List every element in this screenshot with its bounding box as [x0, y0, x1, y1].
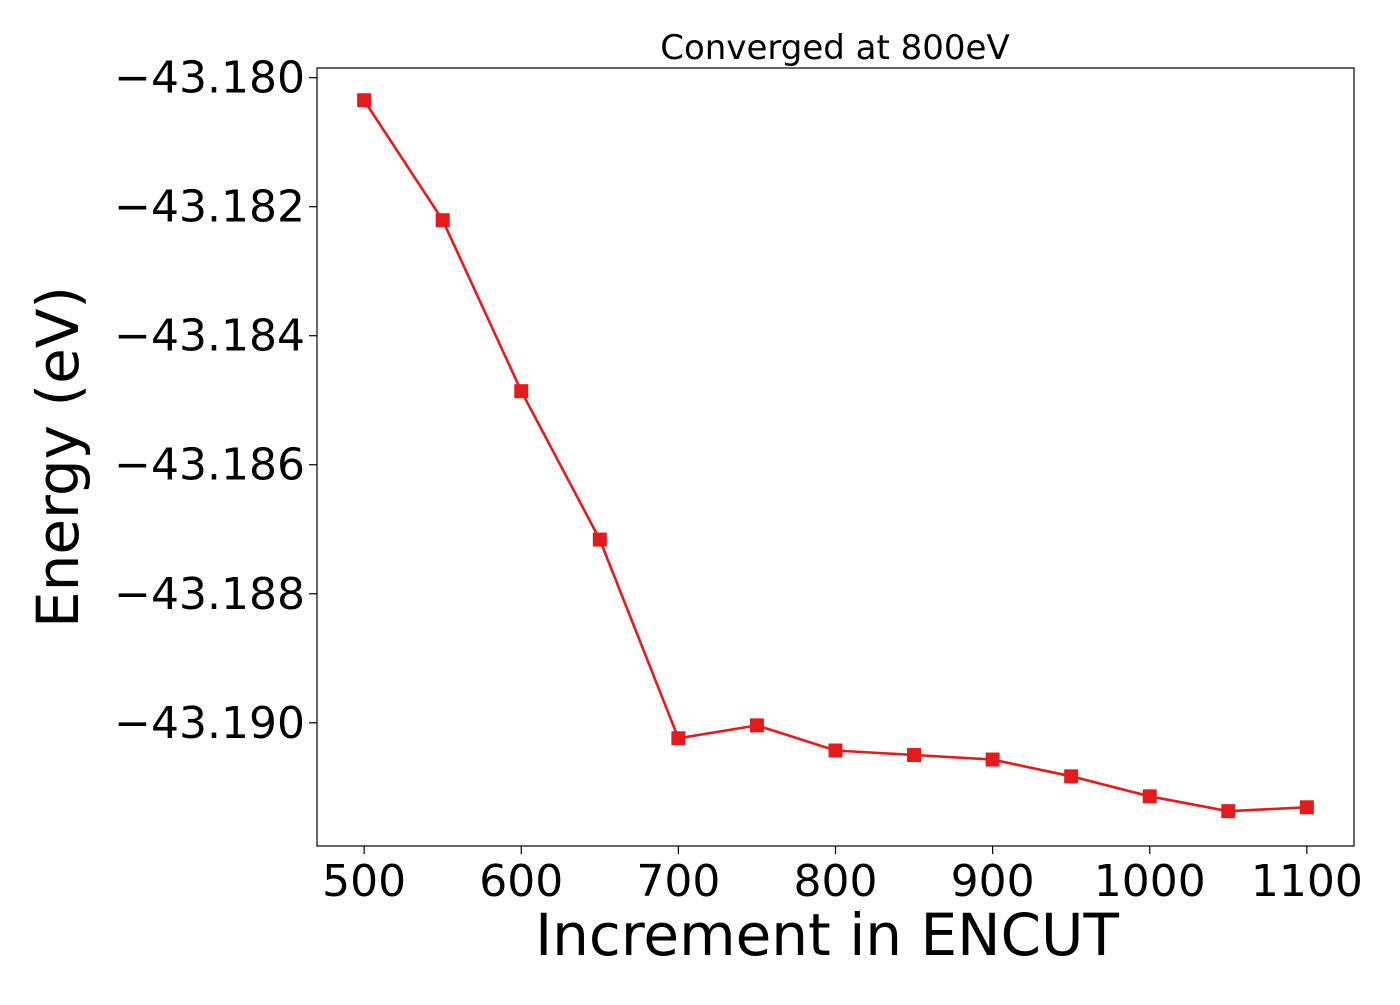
data-point-marker	[1064, 769, 1079, 784]
x-tick-label: 1100	[1251, 856, 1363, 907]
data-point-marker	[592, 532, 607, 547]
y-tick-label: −43.184	[114, 311, 305, 362]
x-tick-label: 800	[794, 856, 878, 907]
data-point-marker	[985, 752, 1000, 767]
data-point-marker	[907, 748, 922, 763]
data-point-marker	[749, 718, 764, 733]
x-tick-label: 600	[479, 856, 563, 907]
x-tick-label: 500	[322, 856, 406, 907]
data-point-marker	[514, 384, 529, 399]
data-point-marker	[1142, 789, 1157, 804]
data-point-marker	[1221, 804, 1236, 819]
data-point-marker	[435, 213, 450, 228]
y-tick-label: −43.190	[114, 698, 305, 749]
y-tick-label: −43.188	[114, 569, 305, 620]
y-tick-label: −43.180	[114, 53, 305, 104]
data-point-marker	[671, 731, 686, 746]
y-axis-label: Energy (eV)	[24, 286, 92, 628]
y-axis-ticks: −43.180 −43.182 −43.184 −43.186 −43.188 −43.1…	[114, 53, 317, 749]
y-tick-label: −43.182	[114, 182, 305, 233]
data-point-marker	[357, 93, 372, 108]
x-tick-label: 700	[636, 856, 720, 907]
data-point-marker	[1299, 800, 1314, 815]
y-tick-label: −43.186	[114, 440, 305, 491]
plot-area	[316, 67, 1355, 847]
x-axis-label: Increment in ENCUT	[535, 901, 1119, 969]
x-tick-label: 900	[951, 856, 1035, 907]
x-tick-label: 1000	[1094, 856, 1206, 907]
data-point-marker	[828, 743, 843, 758]
chart-title: Converged at 800eV	[660, 28, 1009, 68]
series-group	[357, 93, 1314, 819]
x-axis-ticks: 500 600 700 800 900 1000 1100	[322, 846, 1363, 907]
